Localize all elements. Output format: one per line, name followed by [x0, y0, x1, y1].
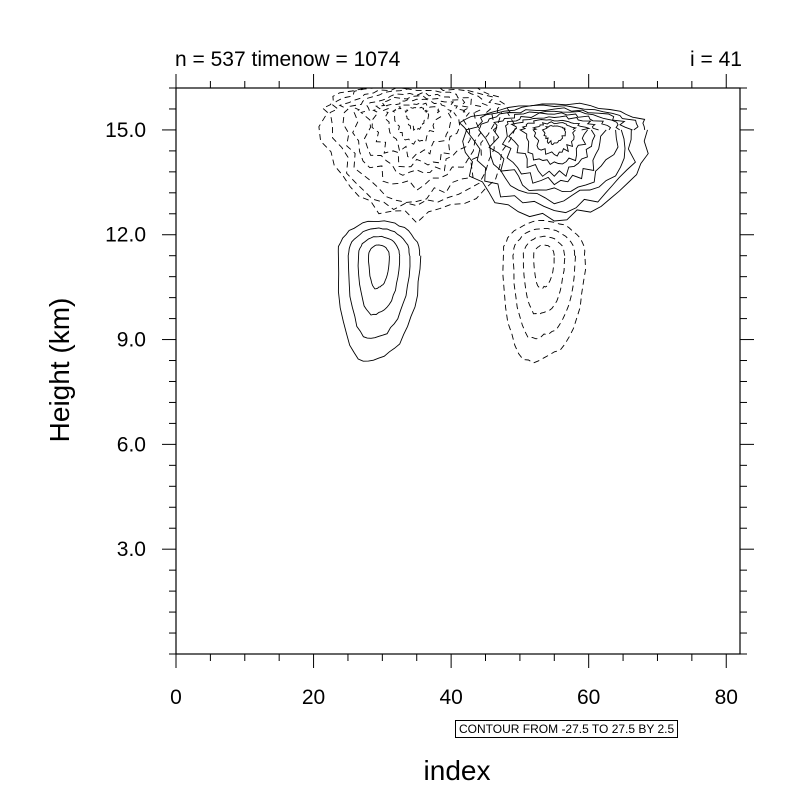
negative-contour-line: [512, 227, 576, 340]
positive-contour-line: [465, 104, 639, 214]
positive-contour-line: [478, 107, 633, 205]
x-axis-label: index: [423, 755, 491, 786]
negative-contour-line: [329, 88, 503, 211]
x-tick-label: 0: [170, 686, 182, 709]
positive-contour-line: [501, 112, 612, 186]
positive-contour-line: [337, 220, 422, 362]
y-axis-label: Height (km): [44, 297, 75, 443]
plot-frame: [175, 87, 741, 655]
positive-contour-line: [488, 110, 620, 193]
x-tick-label: 80: [715, 686, 738, 709]
y-tick-label: 3.0: [117, 538, 146, 561]
negative-contour-line: [381, 98, 452, 160]
positive-contour-line: [347, 227, 411, 339]
positive-contour-line: [519, 119, 591, 166]
negative-contour-line: [360, 91, 471, 176]
contour-lines: [318, 88, 649, 364]
positive-contour-line: [368, 244, 390, 290]
positive-contour-line: [508, 115, 599, 177]
negative-contour-line: [338, 88, 495, 203]
positive-contour-line: [531, 121, 578, 157]
negative-contour-line: [392, 102, 442, 145]
y-tick-label: 6.0: [117, 433, 146, 456]
negative-contour-line: [533, 244, 555, 290]
plot-axes: 0 20 40 60 80 3.0 6.0 9.0 12.0 15.0: [105, 74, 754, 709]
negative-contour-line: [522, 235, 566, 316]
negative-contour-line: [371, 95, 464, 168]
chart-title-right: i = 41: [690, 48, 742, 71]
negative-contour-line: [318, 88, 517, 224]
x-tick-label: 40: [439, 686, 462, 709]
negative-contour-line: [349, 88, 482, 191]
negative-contour-line: [404, 106, 430, 132]
y-tick-label: 12.0: [105, 224, 146, 247]
negative-contour-line: [502, 219, 587, 364]
positive-contour-line: [357, 235, 401, 316]
chart-title-left: n = 537 timenow = 1074: [175, 48, 401, 71]
x-tick-label: 20: [302, 686, 325, 709]
y-tick-label: 15.0: [105, 119, 146, 142]
contour-info-box: CONTOUR FROM -27.5 TO 27.5 BY 2.5: [455, 720, 679, 738]
positive-contour-line: [541, 125, 566, 146]
y-tick-label: 9.0: [117, 329, 146, 352]
x-tick-label: 60: [577, 686, 600, 709]
